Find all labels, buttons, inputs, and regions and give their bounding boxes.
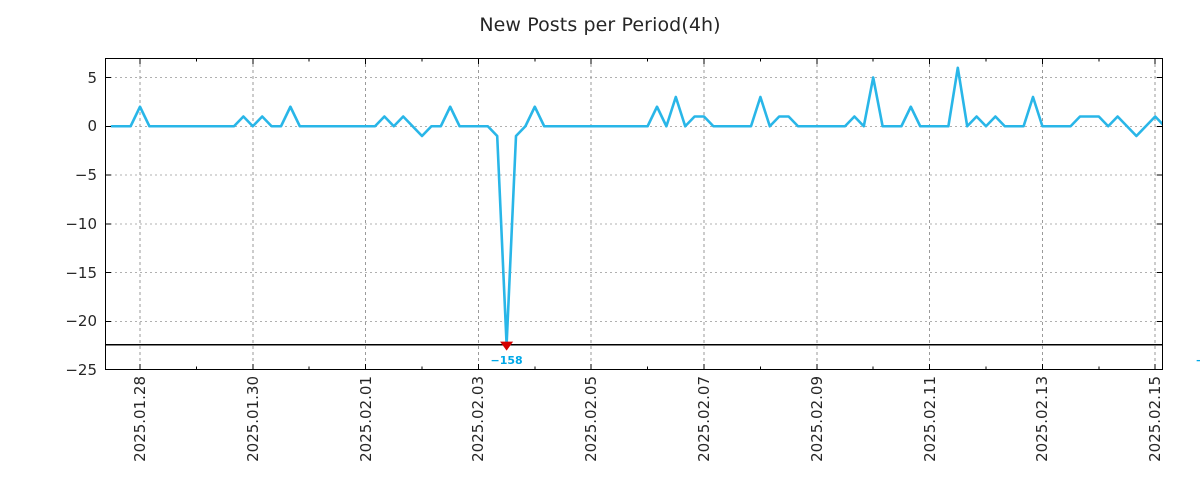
y-axis-tick-label: −15 (65, 263, 97, 282)
data-line (110, 66, 1163, 346)
x-axis-tick-label: 2025.02.01 (356, 376, 375, 462)
x-axis-tick-label: 2025.02.09 (807, 376, 826, 462)
x-axis-tick-label: 2025.02.11 (920, 376, 939, 462)
grid-lines (105, 58, 1163, 370)
y-axis-tick-label: 0 (87, 117, 97, 136)
annotation-marker-triangle (500, 341, 514, 351)
chart-title: New Posts per Period(4h) (479, 14, 721, 36)
x-axis-tick-label: 2025.02.05 (582, 376, 601, 462)
plot-svg (105, 58, 1163, 370)
axes-frame (105, 58, 1163, 370)
plot-area: −158 −159 (105, 58, 1200, 370)
x-axis-tick-labels: 2025.01.28 2025.01.30 2025.02.01 2025.02.03… (105, 376, 1164, 496)
y-axis-tick-label: −10 (65, 214, 97, 233)
y-axis-tick-labels: 5 0 −5 −10 −15 −20 −25 (40, 58, 97, 380)
y-axis-tick-label: −20 (65, 312, 97, 331)
annotation-label: −159 (1196, 354, 1200, 367)
axis-ticks (105, 58, 1163, 370)
y-axis-tick-label: 5 (87, 68, 97, 87)
y-axis-tick-label: −5 (74, 166, 97, 184)
x-axis-tick-label: 2025.02.13 (1033, 376, 1052, 462)
x-axis-tick-label: 2025.01.30 (243, 376, 262, 462)
annotation-label: −158 (490, 353, 523, 367)
x-axis-tick-label: 2025.02.07 (695, 376, 713, 462)
x-axis-tick-label: 2025.02.03 (469, 376, 488, 462)
x-axis-tick-label: 2025.02.15 (1146, 376, 1165, 462)
y-axis-tick-label: −25 (65, 361, 97, 379)
x-axis-tick-label: 2025.01.28 (131, 376, 149, 462)
